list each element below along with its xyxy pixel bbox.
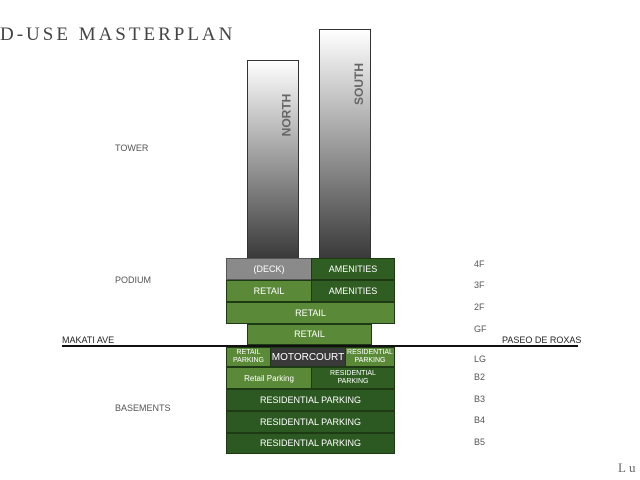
corner-mark: Lu <box>618 460 639 475</box>
tower: NORTH <box>247 60 299 259</box>
block: RESIDENTIAL PARKING <box>345 347 395 367</box>
block: (DECK) <box>226 258 312 280</box>
block: RETAIL <box>226 302 395 324</box>
block: RETAIL <box>247 324 372 345</box>
floor-label: 2F <box>474 302 485 312</box>
floor-label: 4F <box>474 259 485 269</box>
floor-label: LG <box>474 354 487 364</box>
floor-label: B3 <box>474 394 486 404</box>
street-label: MAKATI AVE <box>62 335 115 345</box>
block: RESIDENTIAL PARKING <box>226 433 395 454</box>
floor-label: GF <box>474 324 487 334</box>
block: AMENITIES <box>311 258 395 280</box>
tower-label: SOUTH <box>352 63 366 105</box>
tower-label: NORTH <box>279 93 294 137</box>
block: RESIDENTIAL PARKING <box>311 367 395 389</box>
floor-label: 3F <box>474 280 485 290</box>
block: RETAIL <box>226 280 312 302</box>
title: D-USE MASTERPLAN <box>0 24 236 45</box>
zone-label: BASEMENTS <box>115 403 171 413</box>
zone-label: TOWER <box>115 143 149 153</box>
block: Retail Parking <box>226 367 312 389</box>
zone-label: PODIUM <box>115 275 151 285</box>
floor-label: B4 <box>474 415 486 425</box>
block: RESIDENTIAL PARKING <box>226 389 395 411</box>
block: RESIDENTIAL PARKING <box>226 411 395 433</box>
block: RETAIL PARKING <box>226 347 271 367</box>
block: MOTORCOURT <box>270 347 346 367</box>
tower: SOUTH <box>319 29 371 259</box>
floor-label: B2 <box>474 372 486 382</box>
ground-line <box>62 345 578 347</box>
floor-label: B5 <box>474 437 486 447</box>
block: AMENITIES <box>311 280 395 302</box>
street-label: PASEO DE ROXAS <box>502 335 582 345</box>
